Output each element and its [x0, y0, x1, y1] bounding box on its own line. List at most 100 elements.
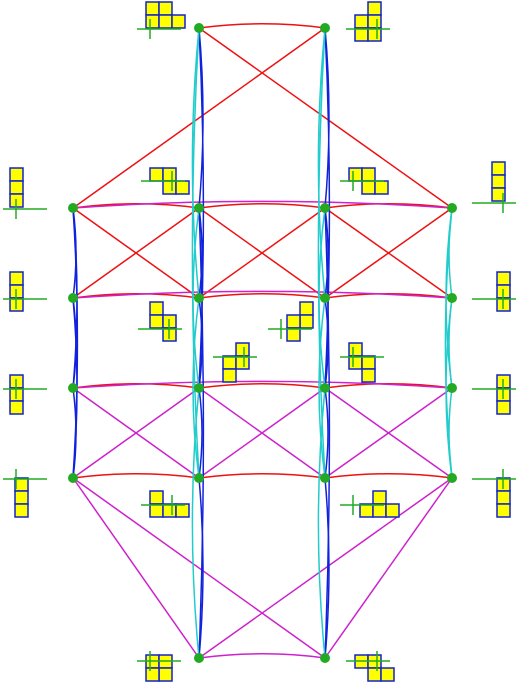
- glyph-cell: [367, 27, 382, 42]
- glyph-c1: [3, 374, 47, 415]
- glyph-cell: [286, 314, 301, 329]
- node-d4[interactable]: [447, 473, 457, 483]
- nodes-layer: [68, 23, 457, 663]
- node-d1[interactable]: [68, 473, 78, 483]
- glyph-cell: [348, 355, 363, 370]
- glyph-e1: [137, 651, 181, 682]
- glyph-cell: [367, 14, 382, 29]
- glyph-d1: [3, 469, 47, 518]
- glyph-cell: [359, 503, 374, 518]
- edge-t2-d3-cyan: [317, 27, 326, 479]
- node-c2[interactable]: [194, 383, 204, 393]
- node-e1[interactable]: [194, 653, 204, 663]
- glyph-cell: [354, 14, 369, 29]
- edge-a2-b1-red: [72, 207, 200, 299]
- glyph-cell: [299, 314, 314, 329]
- edge-t1-a4-red: [198, 27, 453, 209]
- glyph-e2: [346, 651, 395, 682]
- edge-c3-d2-magenta: [198, 387, 326, 479]
- glyph-cell: [367, 1, 382, 16]
- glyph-b2: [138, 301, 182, 342]
- glyph-cell: [372, 503, 387, 518]
- glyph-cell: [491, 174, 506, 189]
- node-d3[interactable]: [320, 473, 330, 483]
- glyph-cell: [149, 167, 164, 182]
- edge-t1-t2-red: [198, 23, 326, 29]
- glyph-t1: [137, 1, 186, 39]
- node-d2[interactable]: [194, 473, 204, 483]
- node-c1[interactable]: [68, 383, 78, 393]
- glyph-cell: [9, 167, 24, 182]
- edge-d1-e2-magenta: [72, 477, 326, 659]
- node-b2[interactable]: [194, 293, 204, 303]
- edge-a1-a4-magenta: [72, 200, 453, 209]
- edge-t2-b3-cyan: [317, 27, 326, 299]
- glyph-cell: [158, 1, 173, 16]
- glyph-cell: [361, 167, 376, 182]
- edge-e1-e2-magenta: [198, 653, 326, 659]
- edge-d1-d2-red: [72, 473, 200, 479]
- edge-a3-b2-red: [198, 207, 326, 299]
- node-e2[interactable]: [320, 653, 330, 663]
- edge-d2-e1-blue: [198, 477, 204, 659]
- edge-d1-e1-magenta: [72, 477, 200, 659]
- glyph-cell: [9, 180, 24, 195]
- node-t2[interactable]: [320, 23, 330, 33]
- glyph-cell: [9, 271, 24, 286]
- glyph-cell: [491, 187, 506, 202]
- node-b3[interactable]: [320, 293, 330, 303]
- glyph-cell: [496, 400, 511, 415]
- glyph-cell: [491, 161, 506, 176]
- glyph-d2: [141, 490, 190, 518]
- node-a3[interactable]: [320, 203, 330, 213]
- glyph-b4: [472, 271, 516, 312]
- node-c4[interactable]: [447, 383, 457, 393]
- edge-t1-b2-cyan: [191, 27, 200, 299]
- glyph-cell: [149, 314, 164, 329]
- glyph-cell: [374, 180, 389, 195]
- glyph-cell: [149, 301, 164, 316]
- glyph-cell: [222, 368, 237, 383]
- glyph-cell: [162, 503, 177, 518]
- glyph-cell: [361, 355, 376, 370]
- glyph-c3: [340, 342, 384, 383]
- edge-d3-d4-red: [324, 473, 453, 479]
- glyph-cell: [171, 14, 186, 29]
- glyph-cell: [145, 14, 160, 29]
- glyph-a2: [141, 167, 190, 195]
- glyph-cell: [235, 342, 250, 357]
- node-b1[interactable]: [68, 293, 78, 303]
- glyph-cell: [145, 667, 160, 682]
- edge-b2-d2-cyan: [192, 297, 200, 479]
- node-a1[interactable]: [68, 203, 78, 213]
- node-c3[interactable]: [320, 383, 330, 393]
- glyph-cell: [222, 355, 237, 370]
- node-b4[interactable]: [447, 293, 457, 303]
- edge-d4-e1-magenta: [198, 477, 453, 659]
- glyph-cell: [348, 342, 363, 357]
- edge-c1-c4-magenta: [72, 380, 453, 389]
- edges-layer: [72, 23, 453, 659]
- node-t1[interactable]: [194, 23, 204, 33]
- edge-a2-a3-red: [198, 203, 326, 209]
- glyph-a1: [3, 167, 47, 219]
- edge-b1-b4-magenta: [72, 290, 453, 299]
- glyph-cell: [158, 14, 173, 29]
- glyph-cell: [14, 503, 29, 518]
- node-a4[interactable]: [447, 203, 457, 213]
- glyph-cell: [14, 490, 29, 505]
- edge-a4-b3-red: [324, 207, 453, 299]
- edge-c3-d3-blue: [324, 387, 329, 479]
- glyph-cell: [496, 490, 511, 505]
- edge-a2-e1-blue: [198, 207, 205, 659]
- glyph-cell: [149, 490, 164, 505]
- glyph-cell: [372, 490, 387, 505]
- glyph-cell: [385, 503, 400, 518]
- edge-c2-d1-magenta: [72, 387, 200, 479]
- glyph-cell: [496, 503, 511, 518]
- glyph-cell: [286, 327, 301, 342]
- glyph-cell: [9, 400, 24, 415]
- node-a2[interactable]: [194, 203, 204, 213]
- glyph-d4: [472, 469, 516, 518]
